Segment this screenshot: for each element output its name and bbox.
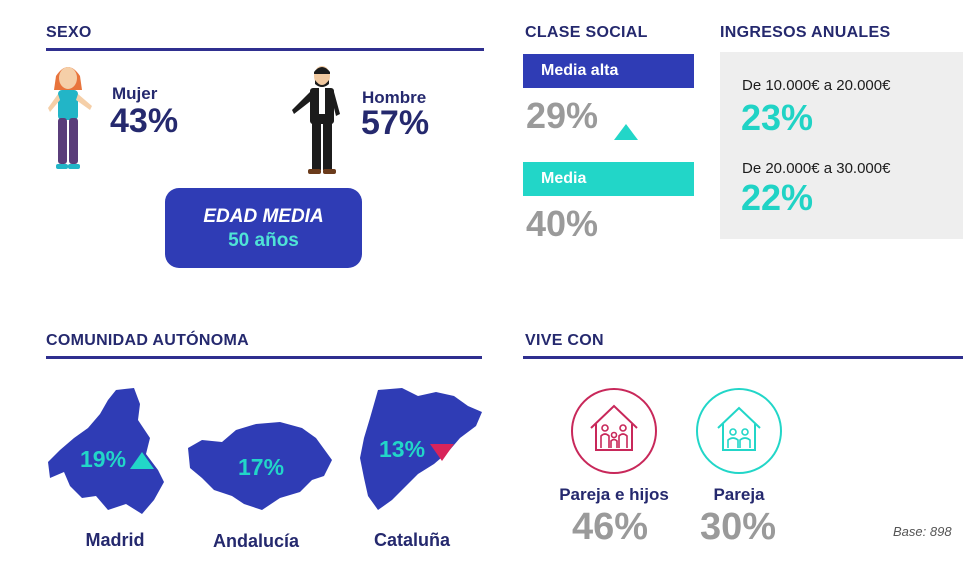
- clase-media-label: Media: [541, 170, 587, 187]
- comunidad-divider: [46, 356, 482, 359]
- trend-down-icon: [430, 444, 454, 466]
- hombre-percentage: 57%: [361, 104, 430, 142]
- cataluna-label: Cataluña: [373, 530, 451, 550]
- edad-media-title: EDAD MEDIA: [203, 206, 324, 227]
- edad-media-card: EDAD MEDIA 50 años: [165, 188, 362, 268]
- couple-house-icon: [694, 386, 784, 476]
- clase-media-bar: Media: [523, 162, 694, 196]
- cataluna-map-icon: [356, 386, 484, 512]
- clase-media-alta-label: Media alta: [541, 62, 619, 79]
- vive-con-divider: [523, 356, 963, 359]
- ingresos-card: [720, 52, 963, 239]
- andalucia-map-icon: [184, 420, 334, 512]
- ingresos-range-2-percentage: 22%: [741, 177, 814, 218]
- pareja-hijos-label: Pareja e hijos: [559, 485, 669, 504]
- clase-media-alta-bar: Media alta: [523, 54, 694, 88]
- ingresos-range-1-label: De 10.000€ a 20.000€: [742, 77, 891, 94]
- sexo-title: SEXO: [46, 24, 92, 41]
- clase-media-percentage: 40%: [526, 203, 599, 244]
- comunidad-title: COMUNIDAD AUTÓNOMA: [46, 332, 250, 349]
- mujer-percentage: 43%: [110, 102, 179, 140]
- sexo-divider: [46, 48, 484, 51]
- clase-media-alta-percentage: 29%: [526, 95, 599, 136]
- trend-up-icon: [130, 452, 154, 474]
- edad-media-value: 50 años: [228, 230, 299, 251]
- vive-con-title: VIVE CON: [525, 332, 604, 349]
- woman-figure-icon: [40, 60, 100, 178]
- pareja-percentage: 30%: [700, 506, 777, 548]
- madrid-label: Madrid: [85, 530, 145, 550]
- base-note: Base: 898: [893, 524, 952, 539]
- ingresos-range-1-percentage: 23%: [741, 97, 814, 138]
- pareja-label: Pareja: [713, 485, 765, 504]
- ingresos-range-2-label: De 20.000€ a 30.000€: [742, 160, 891, 177]
- man-figure-icon: [288, 62, 346, 178]
- trend-up-icon: [614, 124, 638, 145]
- pareja-hijos-percentage: 46%: [572, 506, 649, 548]
- mujer-label: Mujer: [112, 84, 158, 103]
- andalucia-label: Andalucía: [212, 531, 300, 551]
- cataluna-percentage: 13%: [379, 436, 426, 462]
- family-house-icon: [569, 386, 659, 476]
- madrid-map-icon: [46, 386, 168, 516]
- andalucia-percentage: 17%: [238, 454, 285, 480]
- ingresos-title: INGRESOS ANUALES: [720, 24, 891, 41]
- madrid-percentage: 19%: [80, 446, 127, 472]
- hombre-label: Hombre: [362, 88, 427, 107]
- clase-social-title: CLASE SOCIAL: [525, 24, 648, 41]
